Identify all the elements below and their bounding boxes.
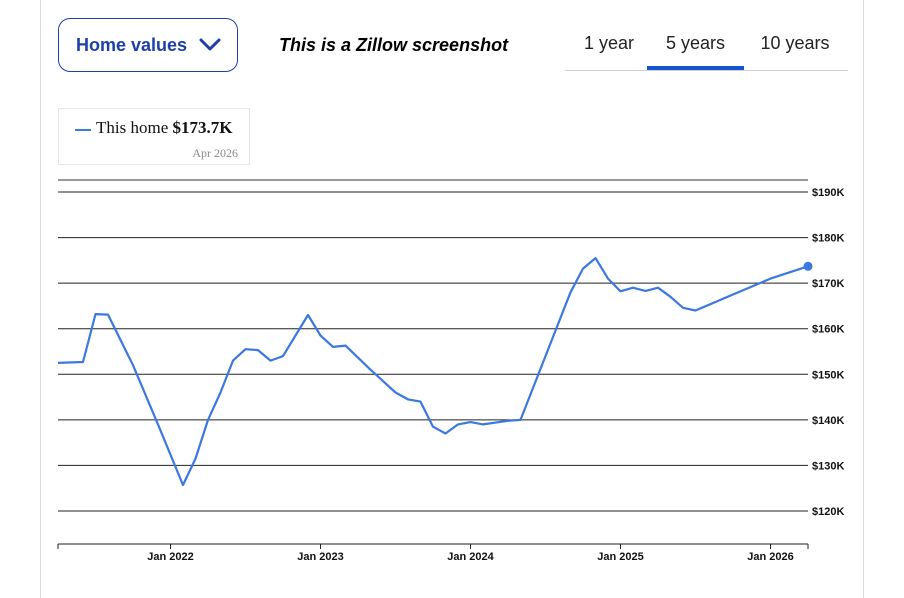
y-tick-label: $130K xyxy=(812,460,844,472)
chevron-down-icon xyxy=(199,38,221,51)
tab-10-years[interactable]: 10 years xyxy=(760,33,830,53)
y-tick-label: $120K xyxy=(812,506,844,518)
series-line xyxy=(57,257,809,487)
dropdown-label: Home values xyxy=(76,34,188,55)
y-tick-label: $150K xyxy=(812,369,844,381)
y-tick-label: $190K xyxy=(812,187,844,199)
x-tick-label: Jan 2024 xyxy=(447,551,494,563)
y-tick-label: $160K xyxy=(812,324,844,336)
home-values-dropdown[interactable]: Home values xyxy=(58,18,238,72)
tab-5-years[interactable]: 5 years xyxy=(647,33,744,70)
x-tick-label: Jan 2025 xyxy=(597,551,643,563)
legend-date: Apr 2026 xyxy=(192,146,238,160)
chart-panel xyxy=(40,0,864,598)
legend-entry: This home $173.7K xyxy=(96,118,232,138)
tab-1-year[interactable]: 1 year xyxy=(583,33,635,53)
screenshot-caption: This is a Zillow screenshot xyxy=(279,35,509,55)
legend-series-swatch xyxy=(75,129,91,131)
y-tick-label: $140K xyxy=(812,415,844,427)
x-tick-label: Jan 2022 xyxy=(147,551,193,563)
tabs-divider xyxy=(565,70,848,71)
x-tick-label: Jan 2026 xyxy=(747,551,793,563)
x-tick-label: Jan 2023 xyxy=(297,551,343,563)
y-tick-label: $180K xyxy=(812,233,844,245)
legend-series-label: This home xyxy=(96,118,169,137)
y-tick-label: $170K xyxy=(812,278,844,290)
legend-current-value: $173.7K xyxy=(172,118,233,137)
time-range-tabs: 1 year 5 years 10 years xyxy=(565,0,848,72)
current-value-point[interactable] xyxy=(803,261,813,271)
chart-legend-tooltip: This home $173.7K Apr 2026 xyxy=(58,108,250,165)
